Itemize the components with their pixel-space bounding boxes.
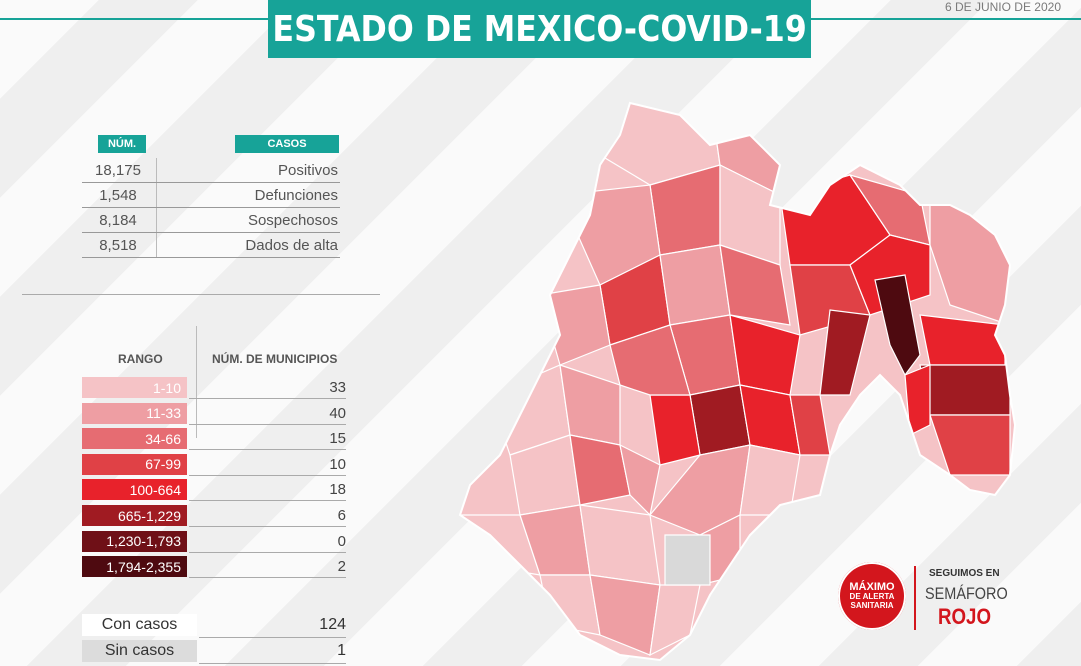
legend-count: 15 <box>329 430 346 448</box>
stats-row-rule <box>82 207 340 208</box>
legend-swatch: 1-10 <box>82 377 187 398</box>
stats-col-divider <box>156 183 157 208</box>
stats-num: 8,184 <box>99 212 137 229</box>
summary-value: 124 <box>319 616 346 633</box>
title-banner: ESTADO DE MEXICO-COVID-19 <box>268 0 811 58</box>
page-title: ESTADO DE MEXICO-COVID-19 <box>272 8 807 50</box>
legend-row-rule <box>189 423 346 425</box>
legend-count: 0 <box>337 532 346 550</box>
badge-line1: MÁXIMO <box>849 580 895 593</box>
stats-row-rule <box>82 257 340 258</box>
stats-col-divider <box>156 158 157 183</box>
stats-label: Positivos <box>277 162 338 179</box>
stats-label: Dados de alta <box>245 237 338 254</box>
legend-row-rule <box>189 526 346 527</box>
legend-row: 100-664 18 <box>82 479 346 502</box>
legend-row: 67-99 10 <box>82 453 346 476</box>
legend-row-rule <box>189 449 346 451</box>
stats-num: 18,175 <box>95 162 141 179</box>
legend-swatch: 67-99 <box>82 453 187 475</box>
badge-line2: DE ALERTA <box>849 591 895 601</box>
legend-municipios-header: NÚM. DE MUNICIPIOS <box>212 352 338 366</box>
legend-row: 1-10 33 <box>82 377 346 399</box>
legend-row: 1,794-2,355 2 <box>82 556 346 579</box>
legend-row: 11-33 40 <box>82 402 346 425</box>
stats-num: 1,548 <box>99 187 137 204</box>
semaforo-line1: SEGUIMOS EN <box>929 568 1000 579</box>
legend-row-rule <box>189 551 346 553</box>
stats-row: 8,184 Sospechosos <box>82 208 340 233</box>
stats-row: 1,548 Defunciones <box>82 183 340 208</box>
legend-row: 665-1,229 6 <box>82 505 346 527</box>
legend-row: 34-66 15 <box>82 428 346 451</box>
semaforo-line3: ROJO <box>938 604 992 629</box>
legend-divider <box>196 326 197 438</box>
summary-row: Con casos 124 <box>82 614 346 638</box>
stats-row: 18,175 Positivos <box>82 158 340 183</box>
stats-row-rule <box>82 182 340 183</box>
summary-label: Sin casos <box>82 640 197 662</box>
legend-swatch: 100-664 <box>82 479 187 501</box>
stats-num-header: NÚM. <box>98 135 146 153</box>
legend-swatch: 1,230-1,793 <box>82 530 187 552</box>
stats-num: 8,518 <box>99 237 137 254</box>
legend-count: 33 <box>329 379 346 396</box>
divider <box>22 294 380 295</box>
summary-row-rule <box>199 663 346 664</box>
summary-row: Sin casos 1 <box>82 640 346 664</box>
legend-row-rule <box>189 500 346 502</box>
legend-swatch: 1,794-2,355 <box>82 556 187 578</box>
stats-label: Defunciones <box>254 187 338 204</box>
report-date: 6 DE JUNIO DE 2020 <box>944 0 1061 14</box>
stats-col-divider <box>156 233 157 258</box>
stats-col-divider <box>156 208 157 233</box>
stats-row-rule <box>82 232 340 233</box>
summary-row-rule <box>199 637 346 638</box>
legend-row-rule <box>189 577 346 579</box>
alert-badge: MÁXIMO DE ALERTA SANITARIA <box>838 562 906 630</box>
stats-label: Sospechosos <box>247 212 338 229</box>
semaforo-line2: SEMÁFORO <box>925 584 1008 603</box>
legend-swatch: 34-66 <box>82 428 187 450</box>
legend-row-rule <box>189 474 346 476</box>
legend-count: 6 <box>337 507 346 524</box>
legend-count: 2 <box>337 558 346 576</box>
badge-line3: SANITARIA <box>850 600 894 610</box>
legend-swatch: 665-1,229 <box>82 505 187 526</box>
legend-rango-header: RANGO <box>118 352 163 366</box>
legend-count: 18 <box>329 481 346 499</box>
legend-row-rule <box>189 398 346 399</box>
stats-row: 8,518 Dados de alta <box>82 233 340 258</box>
legend-swatch: 11-33 <box>82 402 187 424</box>
legend-count: 40 <box>329 404 346 422</box>
legend-count: 10 <box>329 455 346 473</box>
state-map <box>458 101 1017 662</box>
header-rule-right <box>811 18 1081 20</box>
badge-divider <box>914 566 916 630</box>
summary-label: Con casos <box>82 614 197 636</box>
header-rule-left <box>0 18 268 20</box>
stats-casos-header: CASOS <box>235 135 339 153</box>
legend-row: 1,230-1,793 0 <box>82 530 346 553</box>
summary-value: 1 <box>337 642 346 659</box>
